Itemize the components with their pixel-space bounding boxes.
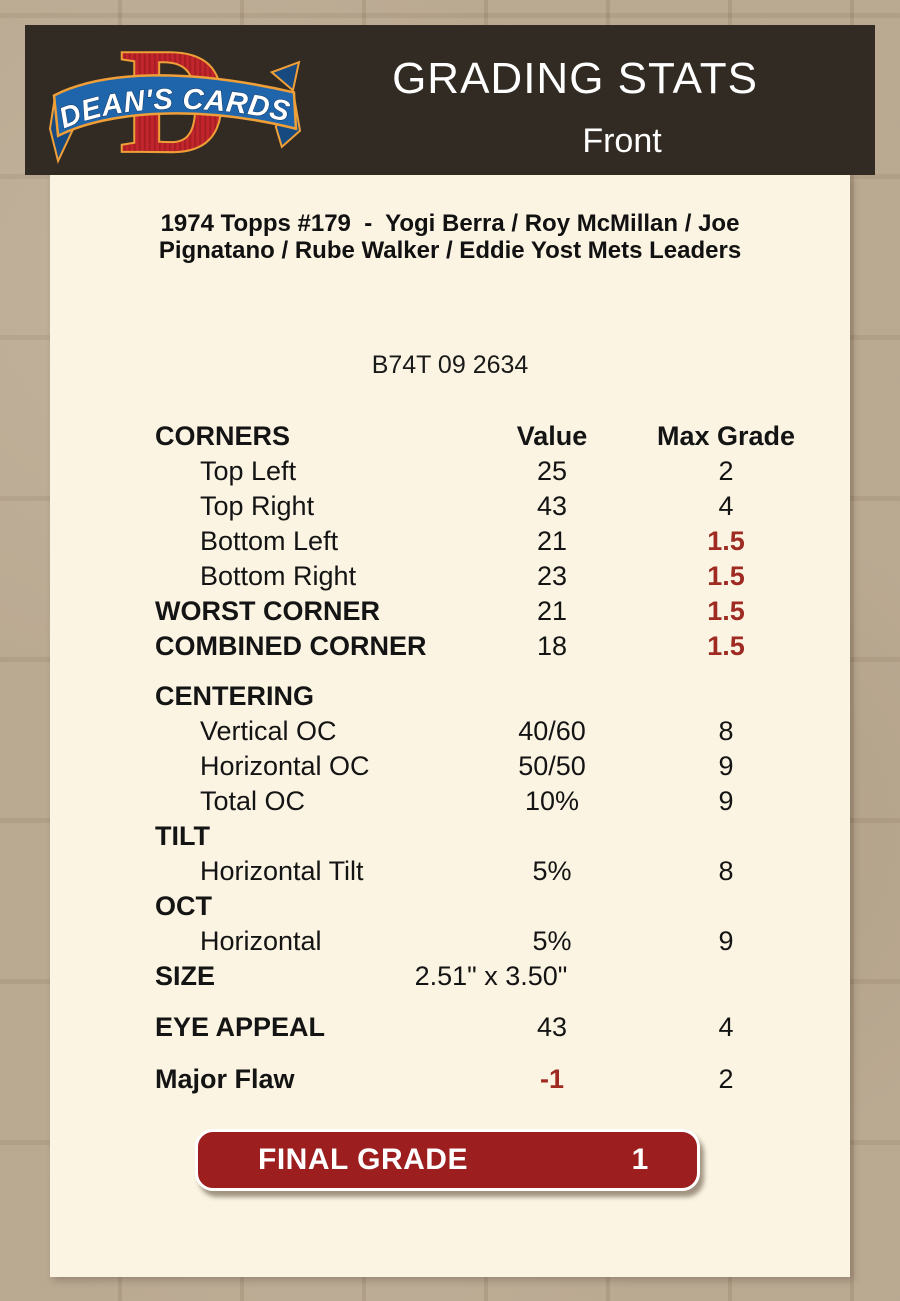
row-grade: 9 [718, 751, 734, 781]
row-label: Top Right [200, 491, 315, 521]
table-row: WORST CORNER 21 1.5 [50, 594, 850, 629]
row-value: 10% [524, 786, 580, 816]
table-row: Total OC 10% 9 [50, 784, 850, 819]
table-row: EYE APPEAL 43 4 [50, 1010, 850, 1045]
column-header-corners: CORNERS [155, 421, 291, 451]
row-label: COMBINED CORNER [155, 631, 427, 661]
row-grade: 2 [718, 456, 734, 486]
table-row: OCT [50, 889, 850, 924]
final-grade-label: FINAL GRADE [258, 1143, 468, 1176]
grading-table: CORNERS Value Max Grade Top Left 25 2 Top R… [50, 419, 850, 1097]
row-label: Horizontal [200, 926, 322, 956]
row-value: 43 [536, 1012, 568, 1042]
deans-cards-logo: D DEAN'S CARDS [48, 33, 302, 169]
table-header-row: CORNERS Value Max Grade [50, 419, 850, 454]
table-row: SIZE 2.51" x 3.50" [50, 959, 850, 994]
final-grade-value: 1 [631, 1143, 649, 1176]
row-label: Bottom Right [200, 561, 357, 591]
row-grade: 1.5 [707, 526, 745, 556]
stats-panel: 1974 Topps #179 - Yogi Berra / Roy McMil… [50, 175, 850, 1277]
row-value: 50/50 [518, 751, 586, 781]
row-label: Major Flaw [155, 1064, 295, 1094]
row-label: TILT [155, 821, 210, 851]
card-title: 1974 Topps #179 - Yogi Berra / Roy McMil… [158, 210, 742, 264]
row-grade: 1.5 [707, 596, 745, 626]
row-value: -1 [539, 1064, 564, 1094]
row-value: 18 [536, 631, 568, 661]
header-bar: D DEAN'S CARDS GRADING STATS Front [25, 25, 875, 175]
row-value: 21 [536, 596, 568, 626]
row-label: EYE APPEAL [155, 1012, 326, 1042]
row-value: 23 [536, 561, 568, 591]
column-header-max-grade: Max Grade [656, 421, 796, 451]
row-label: CENTERING [155, 681, 315, 711]
serial-number: B74T 09 2634 [371, 351, 529, 379]
row-grade: 2 [718, 1064, 734, 1094]
table-row: Horizontal OC 50/50 9 [50, 749, 850, 784]
row-label: Total OC [200, 786, 306, 816]
row-value: 25 [536, 456, 568, 486]
row-grade: 1.5 [707, 561, 745, 591]
column-header-value: Value [516, 421, 588, 451]
table-row: COMBINED CORNER 18 1.5 [50, 629, 850, 664]
row-label: WORST CORNER [155, 596, 380, 626]
final-grade-button[interactable]: FINAL GRADE 1 [195, 1129, 700, 1191]
row-grade: 4 [718, 1012, 734, 1042]
row-value: 5% [532, 856, 572, 886]
row-label: Vertical OC [200, 716, 337, 746]
table-row: Vertical OC 40/60 8 [50, 714, 850, 749]
row-label: Horizontal OC [200, 751, 370, 781]
row-label: SIZE [155, 961, 216, 991]
table-row: Bottom Right 23 1.5 [50, 559, 850, 594]
row-label: OCT [155, 891, 212, 921]
table-row: Top Right 43 4 [50, 489, 850, 524]
row-grade: 1.5 [707, 631, 745, 661]
table-row: Top Left 25 2 [50, 454, 850, 489]
table-row: TILT [50, 819, 850, 854]
row-grade: 4 [718, 491, 734, 521]
row-value: 40/60 [518, 716, 586, 746]
row-grade: 8 [718, 716, 734, 746]
table-row: Horizontal Tilt 5% 8 [50, 854, 850, 889]
table-body: Top Left 25 2 Top Right 43 4 Bottom Left 21 1.5 B… [50, 454, 850, 1097]
table-row: Horizontal 5% 9 [50, 924, 850, 959]
row-grade: 9 [718, 786, 734, 816]
row-value: 5% [532, 926, 572, 956]
row-grade: 9 [718, 926, 734, 956]
row-label: Top Left [200, 456, 297, 486]
row-value: 2.51" x 3.50" [414, 961, 568, 991]
row-value: 43 [536, 491, 568, 521]
table-row: CENTERING [50, 679, 850, 714]
table-row: Major Flaw -1 2 [50, 1062, 850, 1097]
page-subtitle: Front [582, 122, 662, 160]
table-row: Bottom Left 21 1.5 [50, 524, 850, 559]
row-label: Bottom Left [200, 526, 339, 556]
row-value: 21 [536, 526, 568, 556]
page-title: GRADING STATS [392, 54, 758, 103]
row-grade: 8 [718, 856, 734, 886]
row-label: Horizontal Tilt [200, 856, 364, 886]
